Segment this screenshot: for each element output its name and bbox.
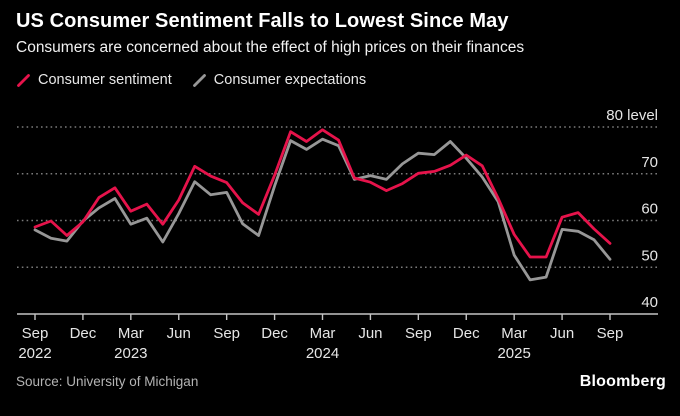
x-tick-label: Jun <box>358 325 382 342</box>
x-tick-year-label: 2025 <box>497 345 530 362</box>
source-note: Source: University of Michigan <box>16 374 199 389</box>
slash-icon <box>17 73 30 87</box>
x-tick-year-label: 2022 <box>18 345 51 362</box>
legend-label-consumer-sentiment: Consumer sentiment <box>38 72 172 88</box>
x-tick-label: Jun <box>550 325 574 342</box>
legend-item-consumer-sentiment: Consumer sentiment <box>16 72 172 88</box>
x-tick-label: Sep <box>22 325 49 342</box>
x-tick-label: Dec <box>261 325 288 342</box>
chart-legend: Consumer sentiment Consumer expectations <box>16 72 366 88</box>
x-tick-label: Jun <box>167 325 191 342</box>
x-tick-label: Dec <box>70 325 97 342</box>
x-tick-label: Dec <box>453 325 480 342</box>
legend-label-consumer-expectations: Consumer expectations <box>213 72 367 88</box>
y-tick-label: 80 level <box>606 107 658 124</box>
bloomberg-logo: Bloomberg <box>579 373 666 390</box>
chart-title: US Consumer Sentiment Falls to Lowest Si… <box>16 10 509 32</box>
x-tick-label: Sep <box>213 325 240 342</box>
chart-footer: Source: University of Michigan Bloomberg <box>16 373 666 391</box>
x-tick-label: Sep <box>597 325 624 342</box>
x-tick-year-label: 2023 <box>114 345 147 362</box>
chart-subtitle: Consumers are concerned about the effect… <box>16 39 525 56</box>
x-tick-label: Mar <box>118 325 144 342</box>
y-tick-label: 50 <box>641 247 658 264</box>
series-line-consumer-expectations <box>33 137 612 282</box>
y-tick-label: 40 <box>641 294 658 311</box>
y-tick-label: 70 <box>641 154 658 171</box>
series-line-consumer-sentiment <box>33 128 612 259</box>
x-tick-year-label: 2024 <box>306 345 339 362</box>
x-tick-label: Sep <box>405 325 432 342</box>
x-tick-label: Mar <box>501 325 527 342</box>
y-tick-label: 60 <box>641 201 658 218</box>
slash-icon <box>192 73 206 87</box>
legend-item-consumer-expectations: Consumer expectations <box>192 72 366 88</box>
x-tick-label: Mar <box>310 325 336 342</box>
